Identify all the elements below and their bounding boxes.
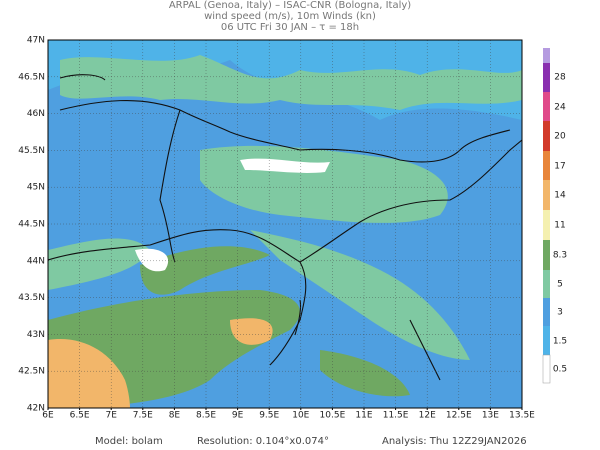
y-tick-label: 43N: [27, 330, 45, 340]
x-tick-label: 13.5E: [509, 411, 535, 421]
colorbar-label: 14: [554, 191, 566, 201]
colorbar-label: 3: [557, 308, 563, 318]
field-green: [250, 230, 470, 360]
colorbar-label: 28: [554, 73, 566, 83]
colorbar-swatch: [542, 354, 551, 384]
colorbar-swatch: [543, 180, 550, 210]
y-tick-label: 46N: [27, 109, 45, 119]
colorbar-swatch: [543, 63, 550, 92]
x-tick-label: 8E: [169, 411, 181, 421]
coastlines: [48, 74, 522, 381]
title-line: 06 UTC Fri 30 JAN – τ = 18h: [221, 22, 359, 33]
y-tick-label: 47N: [27, 36, 45, 46]
y-tick-label: 42.5N: [18, 367, 45, 377]
colorbar-swatch: [543, 240, 550, 270]
y-tick-label: 42N: [27, 404, 45, 414]
x-tick-label: 12E: [419, 411, 436, 421]
x-tick-label: 6.5E: [70, 411, 90, 421]
x-tick-label: 10E: [292, 411, 309, 421]
title-line: wind speed (m/s), 10m Winds (kn): [204, 11, 376, 22]
y-axis: 47N 46.5N 46N 45.5N 45N 44.5N 44N 43.5N 43N 42.5N…: [18, 36, 45, 414]
title-line: ARPAL (Genoa, Italy) – ISAC-CNR (Bologna…: [169, 0, 411, 11]
x-tick-label: 11E: [355, 411, 372, 421]
field-white: [135, 248, 169, 272]
footer-model: Model: bolam: [95, 436, 163, 447]
x-tick-label: 9.5E: [259, 411, 279, 421]
colorbar-swatch: [543, 210, 550, 240]
field-green: [60, 55, 522, 110]
colorbar-swatch: [543, 326, 550, 355]
colorbar-swatch: [543, 270, 550, 298]
colorbar-label: 24: [554, 103, 566, 113]
x-tick-label: 7E: [105, 411, 117, 421]
footer-analysis: Analysis: Thu 12Z29JAN2026: [382, 436, 527, 447]
x-tick-label: 11.5E: [383, 411, 409, 421]
colorbar-label: 0.5: [553, 365, 567, 375]
field-orange: [230, 318, 273, 345]
field-white: [240, 158, 330, 173]
y-tick-label: 44.5N: [18, 220, 45, 230]
colorbar-swatch: [543, 298, 550, 326]
colorbar-label: 20: [554, 132, 566, 142]
map: [48, 40, 522, 408]
x-axis: 6E 6.5E 7E 7.5E 8E 8.5E 9E 9.5E 10E 10.5E 11E 11.5E…: [42, 408, 535, 421]
colorbar-swatch: [543, 48, 550, 63]
x-tick-label: 6E: [42, 411, 54, 421]
colorbar-swatch: [543, 151, 550, 180]
colorbar-label: 1.5: [553, 337, 567, 347]
x-tick-label: 8.5E: [196, 411, 216, 421]
x-tick-label: 9E: [232, 411, 244, 421]
x-tick-label: 7.5E: [133, 411, 153, 421]
field-olive: [320, 350, 410, 397]
colorbar-label: 8.3: [553, 251, 567, 261]
field-orange: [48, 339, 130, 408]
colorbar: 28 24 20 17 14 11 8.3 5 3 1.5 0.5: [542, 48, 567, 384]
footer-resolution: Resolution: 0.104°x0.074°: [197, 436, 329, 447]
colorbar-swatch: [543, 92, 550, 121]
graticule: [48, 40, 522, 408]
colorbar-swatch: [543, 121, 550, 151]
map-frame: [47, 39, 523, 409]
colorbar-label: 5: [557, 280, 563, 290]
colorbar-label: 17: [554, 162, 565, 172]
header: ARPAL (Genoa, Italy) – ISAC-CNR (Bologna…: [169, 0, 411, 33]
y-tick-label: 43.5N: [18, 293, 45, 303]
y-tick-label: 44N: [27, 256, 45, 266]
y-tick-label: 45.5N: [18, 146, 45, 156]
x-tick-label: 12.5E: [446, 411, 472, 421]
y-tick-label: 46.5N: [18, 72, 45, 82]
colorbar-label: 11: [554, 221, 565, 231]
x-tick-label: 10.5E: [320, 411, 346, 421]
field-olive: [140, 246, 270, 295]
footer: Model: bolam Resolution: 0.104°x0.074° A…: [95, 436, 527, 447]
y-tick-label: 45N: [27, 183, 45, 193]
field-green: [48, 238, 150, 290]
x-tick-label: 13E: [482, 411, 499, 421]
